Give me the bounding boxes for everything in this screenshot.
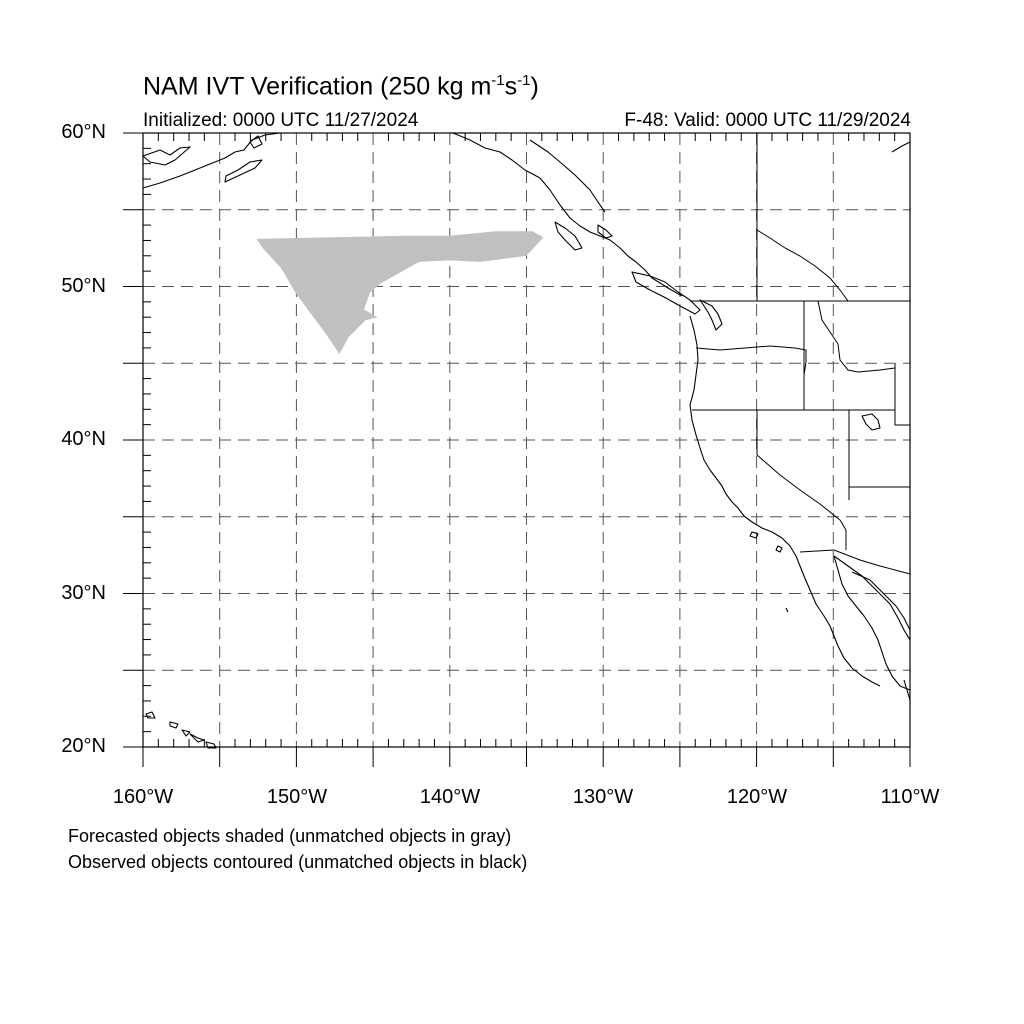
- init-time-label: Initialized: 0000 UTC 11/27/2024: [143, 110, 419, 131]
- legend-observed-note: Observed objects contoured (unmatched ob…: [68, 852, 528, 872]
- legend-forecast-note: Forecasted objects shaded (unmatched obj…: [68, 826, 512, 846]
- forecast-object-unmatched: [256, 231, 544, 354]
- gridlines: [143, 133, 910, 747]
- political-boundaries: [690, 133, 911, 575]
- lat-label-50: 50°N: [61, 275, 106, 297]
- lon-label-150w: 150°W: [266, 786, 328, 808]
- valid-time-label: F-48: Valid: 0000 UTC 11/29/2024: [624, 110, 911, 131]
- lat-label-20: 20°N: [61, 735, 106, 757]
- axis-ticks: [123, 132, 911, 767]
- map-title: NAM IVT Verification (250 kg m-1s-1): [143, 72, 539, 101]
- lon-label-160w: 160°W: [112, 786, 174, 808]
- lon-label-110w: 110°W: [880, 786, 940, 808]
- lon-label-140w: 140°W: [419, 786, 481, 808]
- coastlines: [142, 132, 911, 749]
- lat-label-30: 30°N: [61, 582, 106, 604]
- lat-label-60: 60°N: [61, 121, 106, 143]
- lon-label-130w: 130°W: [572, 786, 634, 808]
- lat-label-40: 40°N: [61, 428, 106, 450]
- lon-label-120w: 120°W: [726, 786, 788, 808]
